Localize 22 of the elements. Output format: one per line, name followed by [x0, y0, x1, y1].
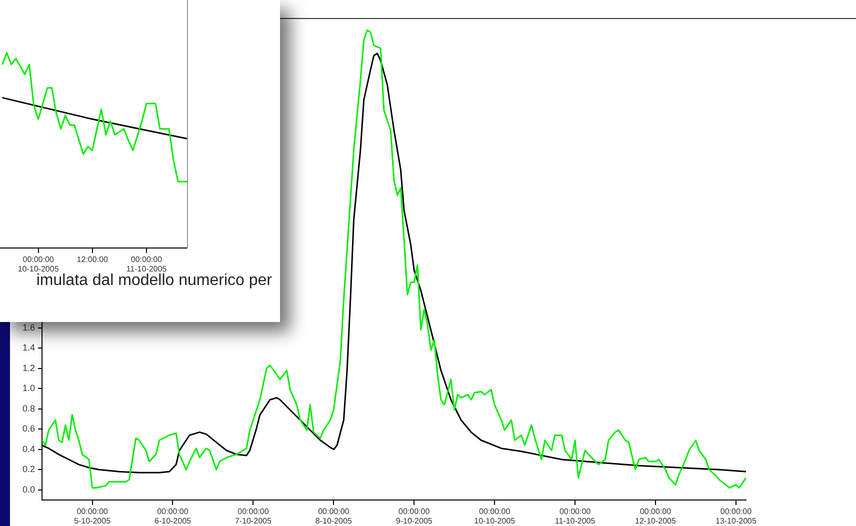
x-tick-label: 00:00:00 11-10-2005 — [126, 255, 168, 274]
x-tick-label: 00:00:00 10-10-2005 — [474, 507, 516, 526]
y-tick-label: 1.0 — [22, 383, 35, 394]
x-tick-label: 00:00:00 6-10-2005 — [154, 507, 192, 526]
x-tick-label: 00:00:00 12-10-2005 — [635, 507, 676, 526]
annotation: imulata dal modello numerico per — [36, 272, 272, 290]
y-tick-label: 1.6 — [22, 322, 35, 332]
x-tick-label: 00:00:00 11-10-2005 — [554, 507, 596, 526]
y-tick-label: 1.2 — [22, 362, 35, 373]
x-tick-label: 00:00:00 10-10-2005 — [18, 255, 60, 274]
y-tick-label: 0.2 — [22, 464, 35, 474]
x-tick-label: 00:00:00 9-10-2005 — [396, 507, 433, 526]
y-tick-label: 0.4 — [22, 444, 35, 454]
y-tick-label: 0.0 — [22, 484, 35, 494]
y-tick-label: 0.8 — [22, 403, 35, 414]
x-tick-label: 00:00:00 5-10-2005 — [74, 507, 112, 526]
x-tick-label: 00:00:00 8-10-2005 — [315, 507, 352, 526]
x-tick-label: 00:00:00 7-10-2005 — [234, 507, 272, 526]
y-tick-label: 1.4 — [22, 342, 35, 353]
x-tick-label: 00:00:00 13-10-2005 — [715, 507, 757, 526]
y-tick-label: 0.6 — [22, 424, 35, 434]
x-tick-label: 12:00:00 — [76, 255, 108, 264]
